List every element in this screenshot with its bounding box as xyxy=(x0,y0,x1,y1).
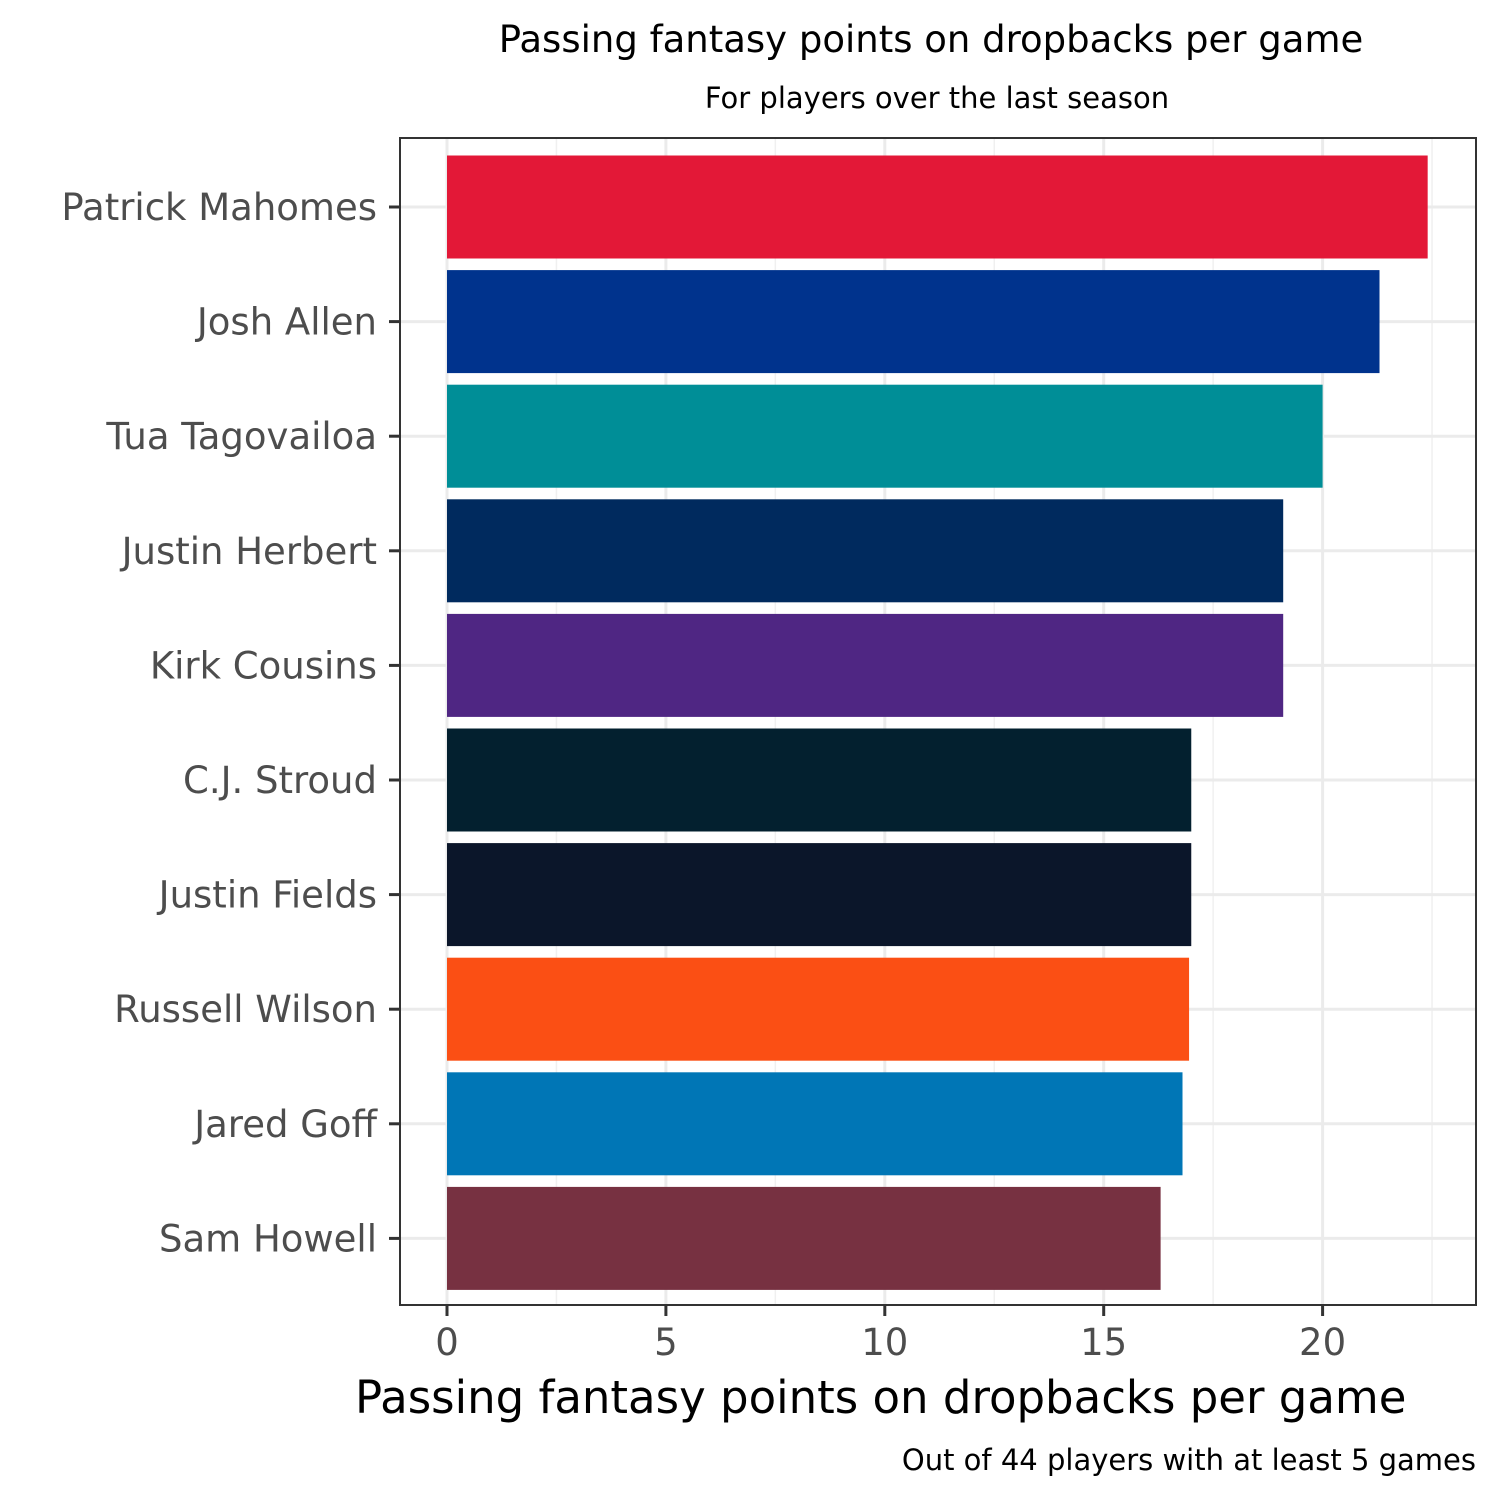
chart-subtitle: For players over the last season xyxy=(705,81,1169,115)
bar-jared-goff xyxy=(447,1072,1183,1176)
y-tick-label: Justin Herbert xyxy=(120,530,377,573)
x-axis: 0 5 10 15 20 xyxy=(435,1305,1346,1364)
x-tick-label: 0 xyxy=(435,1321,459,1364)
y-tick-label: Tua Tagovailoa xyxy=(105,415,377,458)
y-tick-label: Jared Goff xyxy=(192,1103,378,1146)
y-tick-label: Sam Howell xyxy=(159,1217,377,1260)
x-tick-label: 5 xyxy=(654,1321,678,1364)
x-tick-label: 15 xyxy=(1080,1321,1127,1364)
bar-c-j-stroud xyxy=(447,728,1192,832)
bar-sam-howell xyxy=(447,1186,1161,1290)
y-tick-label: Russell Wilson xyxy=(114,988,377,1031)
y-tick-label: Kirk Cousins xyxy=(150,644,377,687)
bar-justin-herbert xyxy=(447,499,1284,603)
bar-patrick-mahomes xyxy=(447,155,1428,259)
bar-kirk-cousins xyxy=(447,613,1284,717)
x-axis-label: Passing fantasy points on dropbacks per … xyxy=(355,1371,1406,1424)
y-tick-label: C.J. Stroud xyxy=(183,759,377,802)
chart-title: Passing fantasy points on dropbacks per … xyxy=(499,18,1364,61)
x-tick-label: 20 xyxy=(1299,1321,1346,1364)
y-tick-label: Justin Fields xyxy=(157,874,377,917)
bars xyxy=(447,155,1428,1290)
bar-tua-tagovailoa xyxy=(447,384,1323,488)
x-tick-label: 10 xyxy=(861,1321,908,1364)
chart-caption: Out of 44 players with at least 5 games xyxy=(902,1443,1476,1477)
bar-josh-allen xyxy=(447,270,1380,374)
y-tick-label: Patrick Mahomes xyxy=(61,186,377,229)
y-axis: Patrick Mahomes Josh Allen Tua Tagovailoa J… xyxy=(61,186,400,1260)
y-tick-label: Josh Allen xyxy=(195,301,377,344)
bar-justin-fields xyxy=(447,843,1192,947)
bar-russell-wilson xyxy=(447,957,1190,1061)
panel-border xyxy=(399,137,1477,1306)
